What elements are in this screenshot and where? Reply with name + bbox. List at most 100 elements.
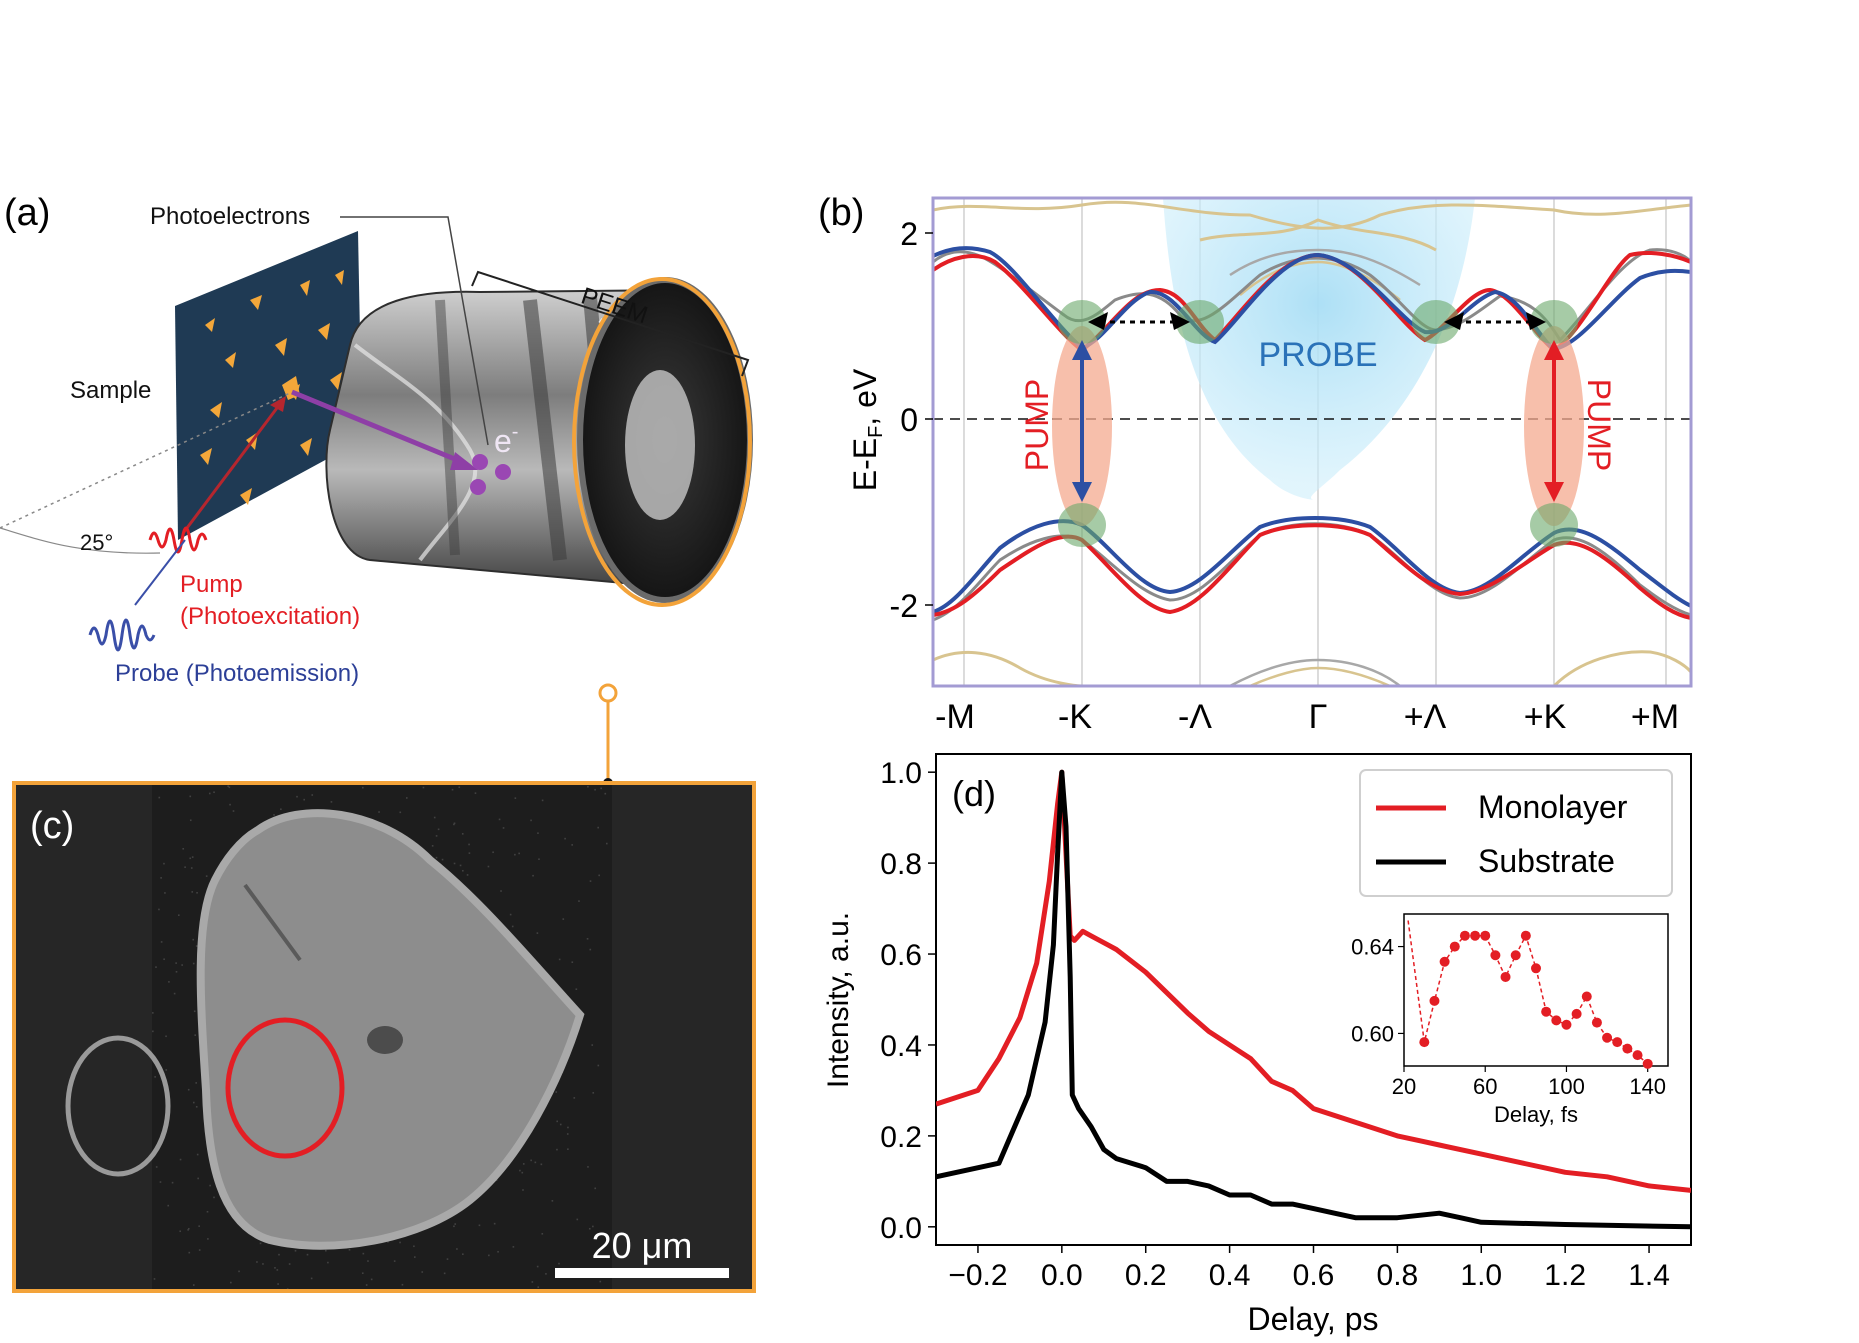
d-xtick-label: 0.6 — [1293, 1259, 1335, 1292]
b-xtick-plus-m: +M — [1631, 698, 1679, 736]
d-xtick-label: 0.4 — [1209, 1259, 1251, 1292]
b-xtick-gamma: Γ — [1309, 698, 1328, 736]
inset-point — [1480, 930, 1491, 941]
b-xtick-minus-m: -M — [935, 698, 975, 736]
angle-label: 25° — [80, 530, 113, 555]
inset-xlabel: Delay, fs — [1494, 1102, 1578, 1127]
d-ytick-label: 0.6 — [880, 939, 922, 972]
inset-xtick-label: 60 — [1473, 1074, 1497, 1099]
d-inset: 20 60 100 140 0.64 0.60 Delay, fs — [1351, 913, 1669, 1127]
inset-point — [1449, 941, 1460, 952]
inset-point — [1642, 1058, 1653, 1069]
inset-point — [1612, 1037, 1623, 1048]
inset-point — [1470, 930, 1481, 941]
pump-arrow — [182, 403, 282, 533]
b-ytick-neg2: -2 — [890, 588, 918, 624]
inset-point — [1419, 1037, 1430, 1048]
pump-sub-label: (Photoexcitation) — [180, 603, 360, 630]
legend-label-monolayer: Monolayer — [1478, 789, 1628, 825]
b-xtick-plus-lambda: +Λ — [1404, 698, 1447, 736]
b-xtick-minus-k: -K — [1058, 698, 1092, 736]
inset-point — [1551, 1015, 1562, 1026]
d-xtick-label: 1.2 — [1544, 1259, 1586, 1292]
panel-c-frame — [12, 781, 756, 1293]
d-ytick-label: 0.8 — [880, 848, 922, 881]
panel-a-label: (a) — [4, 192, 50, 234]
substrate-roi — [65, 1035, 171, 1177]
d-xtick-label: 0.0 — [1041, 1259, 1083, 1292]
photoelectrons-leader — [340, 216, 489, 446]
inset-point — [1459, 930, 1470, 941]
inset-point — [1561, 1019, 1572, 1030]
peem-bracket — [471, 270, 750, 377]
inset-point — [1429, 995, 1440, 1006]
d-xtick-label: 1.0 — [1460, 1259, 1502, 1292]
inset-axes — [1403, 913, 1669, 1067]
peem-lens-image — [625, 370, 695, 520]
scale-bar-label: 20 μm — [592, 1225, 693, 1266]
d-xtick-label: −0.2 — [948, 1259, 1007, 1292]
inset-point — [1500, 971, 1511, 982]
inset-point — [1571, 1008, 1582, 1019]
probe-label: Probe (Photoemission) — [115, 660, 359, 687]
inset-xtick-label: 100 — [1548, 1074, 1585, 1099]
sample-label: Sample — [70, 377, 151, 404]
panel-d-label: (d) — [952, 773, 996, 814]
panel-c: (c) 20 μm — [12, 700, 756, 1293]
d-xtick-label: 1.4 — [1628, 1259, 1670, 1292]
electron-dot — [472, 454, 488, 470]
d-ylabel: Intensity, a.u. — [822, 912, 855, 1088]
pump-region-label-left: PUMP — [1019, 379, 1055, 471]
series-line-substrate — [936, 769, 1691, 1230]
sample-plate — [175, 231, 362, 540]
d-xtick-label: 0.2 — [1125, 1259, 1167, 1292]
panel-d: (d) 0.00.20.40.60.81.0 −0.2 0.0 0.2 0.4 0.6 0… — [822, 753, 1692, 1337]
pump-label: Pump — [180, 571, 243, 598]
inset-points — [1419, 930, 1653, 1069]
panel-b-label: (b) — [818, 192, 864, 234]
panel-c-label: (c) — [30, 805, 74, 847]
inset-ytick-label: 0.60 — [1351, 1021, 1394, 1046]
b-ylabel: E-EF, eV — [847, 368, 887, 491]
d-ytick-label: 0.2 — [880, 1121, 922, 1154]
inset-point — [1632, 1050, 1643, 1061]
inset-point — [1520, 930, 1531, 941]
probe-region-label: PROBE — [1258, 336, 1377, 374]
series-line-monolayer — [936, 769, 1691, 1193]
emission-arrow — [291, 389, 463, 465]
inset-point — [1622, 1043, 1633, 1054]
inset-point — [1439, 956, 1450, 967]
electron-label: e- — [494, 421, 518, 459]
b-ytick-2: 2 — [900, 216, 918, 252]
panel-a: (a) — [0, 192, 753, 703]
d-xlabel: Delay, ps — [1247, 1301, 1378, 1337]
panel-b-frame — [931, 196, 1693, 688]
inset-point — [1490, 950, 1501, 961]
inset-point — [1602, 1032, 1613, 1043]
inset-point — [1510, 950, 1521, 961]
d-ytick-label: 1.0 — [880, 757, 922, 790]
scale-bar — [555, 1268, 729, 1278]
inset-xtick-label: 140 — [1629, 1074, 1666, 1099]
monolayer-roi — [225, 1017, 345, 1159]
inset-point — [1581, 991, 1592, 1002]
inset-point — [1591, 1017, 1602, 1028]
b-ytick-0: 0 — [900, 402, 918, 438]
photoelectrons-label: Photoelectrons — [150, 203, 310, 230]
d-legend: Monolayer Substrate — [1359, 769, 1673, 897]
probe-cone — [1163, 198, 1475, 500]
b-xtick-minus-lambda: -Λ — [1178, 698, 1212, 736]
d-yticks: 0.0 0.2 0.4 0.6 0.8 1.0 — [880, 757, 936, 1245]
pump-wave — [148, 526, 208, 554]
inset-point — [1531, 963, 1541, 974]
peem-lens-highlight — [572, 277, 752, 607]
valley-markers — [1058, 300, 1578, 547]
probe-wave — [88, 618, 156, 652]
inset-ytick-label: 0.64 — [1351, 935, 1394, 960]
legend-label-substrate: Substrate — [1478, 843, 1615, 879]
probe-arrow — [134, 539, 186, 606]
inset-xtick-label: 20 — [1392, 1074, 1416, 1099]
panel-b: (b) — [818, 192, 1693, 736]
d-xtick-label: 0.8 — [1377, 1259, 1419, 1292]
